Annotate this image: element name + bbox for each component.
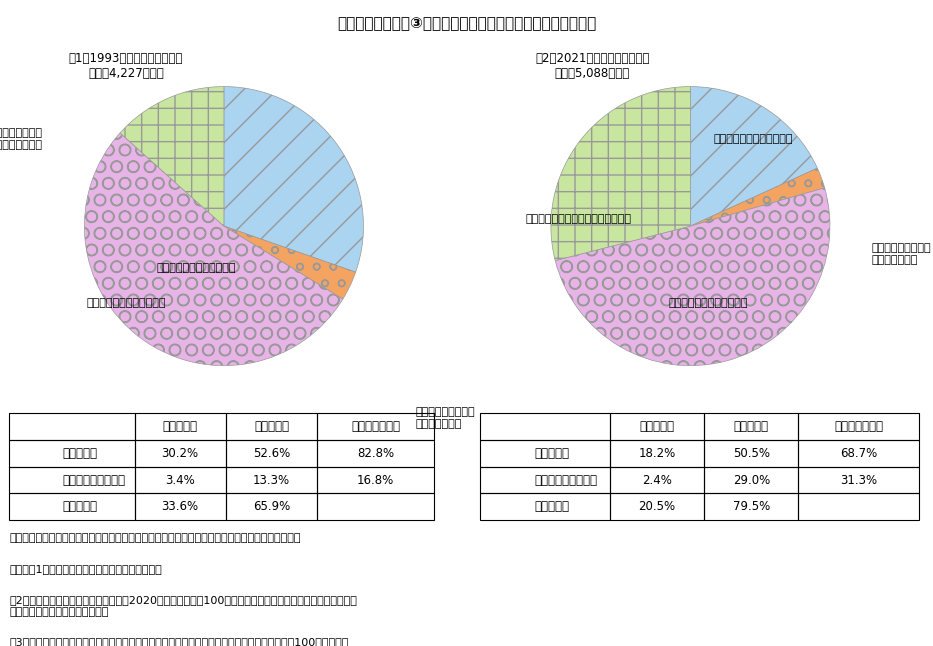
Wedge shape [550, 87, 690, 260]
Text: 第２次産業: 第２次産業 [162, 421, 198, 433]
Text: 31.3%: 31.3% [840, 474, 877, 486]
Text: 52.6%: 52.6% [253, 447, 290, 460]
Text: 第３次産業（一般労働者）: 第３次産業（一般労働者） [87, 298, 166, 308]
Text: 《コラム１－３－③図　産業別・就業形態別の構成比の状況》: 《コラム１－３－③図 産業別・就業形態別の構成比の状況》 [337, 16, 596, 31]
Bar [799, 466, 919, 494]
Bar [704, 466, 799, 494]
Text: 82.8%: 82.8% [357, 447, 394, 460]
Text: 第２次産業（一般労働者）: 第２次産業（一般労働者） [156, 263, 236, 273]
Text: （2）2021年の労働者数の状況
（総划5,088万人）: （2）2021年の労働者数の状況 （総划5,088万人） [536, 52, 649, 79]
Bar [799, 413, 919, 440]
Bar [799, 440, 919, 466]
Text: 2.4%: 2.4% [642, 474, 672, 486]
Bar [226, 440, 317, 466]
Text: 68.7%: 68.7% [840, 447, 877, 460]
Bar [226, 466, 317, 494]
Wedge shape [690, 168, 825, 226]
Text: 13.3%: 13.3% [253, 474, 290, 486]
Text: 第３次産業（パートタイム労働者）: 第３次産業（パートタイム労働者） [526, 214, 632, 224]
Text: 資料出所　厚生労働省「毎月勤労統計調査」をもとに厚生労働省政策統括官付政策統括室にて作成: 資料出所 厚生労働省「毎月勤労統計調査」をもとに厚生労働省政策統括官付政策統括室… [9, 533, 300, 543]
Text: 30.2%: 30.2% [161, 447, 199, 460]
Text: 第３次産業: 第３次産業 [733, 421, 769, 433]
Bar [610, 413, 704, 440]
Bar [610, 494, 704, 520]
Bar [226, 494, 317, 520]
Wedge shape [555, 188, 830, 366]
Text: 第２次産業（パート
タイム労働者）: 第２次産業（パート タイム労働者） [871, 243, 931, 265]
Bar [134, 494, 226, 520]
Text: 一般労働者: 一般労働者 [62, 447, 97, 460]
Text: 第２次産業: 第２次産業 [639, 421, 675, 433]
Bar [610, 466, 704, 494]
Text: （1）1993年の労働者数の状況
（総划4,227万人）: （1）1993年の労働者数の状況 （総划4,227万人） [69, 52, 183, 79]
Text: 第２次産業（一般労働者）: 第２次産業（一般労働者） [714, 134, 793, 144]
Wedge shape [120, 87, 224, 226]
Text: 16.8%: 16.8% [356, 474, 394, 486]
Text: 第３次産業（一般労働者）: 第３次産業（一般労働者） [668, 298, 747, 308]
Text: パートタイム労働者: パートタイム労働者 [535, 474, 598, 486]
Text: 18.2%: 18.2% [638, 447, 675, 460]
Bar [134, 440, 226, 466]
Wedge shape [224, 226, 355, 299]
Bar [9, 440, 134, 466]
Bar [9, 466, 134, 494]
Text: 33.6%: 33.6% [161, 500, 199, 513]
Text: パートタイム労働者: パートタイム労働者 [62, 474, 125, 486]
Bar [317, 494, 434, 520]
Bar [9, 494, 134, 520]
Text: 一般労働者: 一般労働者 [535, 447, 570, 460]
Text: 79.5%: 79.5% [732, 500, 770, 513]
Text: （注）　1）事業規模５人以上の値を示している。: （注） 1）事業規模５人以上の値を示している。 [9, 564, 162, 574]
Text: 65.9%: 65.9% [253, 500, 290, 513]
Wedge shape [224, 87, 364, 272]
Bar [9, 413, 134, 440]
Bar [317, 466, 434, 494]
Text: 20.5%: 20.5% [638, 500, 675, 513]
Bar [704, 494, 799, 520]
Bar [317, 413, 434, 440]
Text: 就業形態別　計: 就業形態別 計 [834, 421, 884, 433]
Bar [704, 440, 799, 466]
Bar [610, 440, 704, 466]
Text: 第３次産業（パー
トタイム労働耇）: 第３次産業（パー トタイム労働耇） [0, 128, 43, 150]
Text: 3.4%: 3.4% [165, 474, 195, 486]
Bar [226, 413, 317, 440]
Text: 第２次産業（パート
タイム労働者）: 第２次産業（パート タイム労働者） [416, 407, 476, 429]
Text: 50.5%: 50.5% [732, 447, 770, 460]
Text: 第３次産業: 第３次産業 [254, 421, 289, 433]
Text: 2）指数（常用労働者数）に基準値（2020年）を乗じて、100で除し、時系列接続が可能になるように修正
　　　した実数値をもとに算出。: 2）指数（常用労働者数）に基準値（2020年）を乗じて、100で除し、時系列接続… [9, 595, 357, 616]
Bar [134, 413, 226, 440]
Bar [480, 466, 610, 494]
Bar [480, 440, 610, 466]
Text: 就業形態別　計: 就業形態別 計 [351, 421, 400, 433]
Bar [134, 466, 226, 494]
Wedge shape [84, 133, 342, 366]
Bar [317, 440, 434, 466]
Text: 産業別　計: 産業別 計 [535, 500, 570, 513]
Bar [480, 494, 610, 520]
Bar [480, 413, 610, 440]
Text: 産業別　計: 産業別 計 [62, 500, 97, 513]
Wedge shape [690, 87, 817, 226]
Text: 3）指数に基準値を乗じて修正しており、四捨五入の関係等で総計と一致しない場合や合計が100にならない
　　　場合がある点留意。: 3）指数に基準値を乗じて修正しており、四捨五入の関係等で総計と一致しない場合や合… [9, 637, 349, 646]
Bar [799, 494, 919, 520]
Text: 29.0%: 29.0% [732, 474, 770, 486]
Bar [704, 413, 799, 440]
